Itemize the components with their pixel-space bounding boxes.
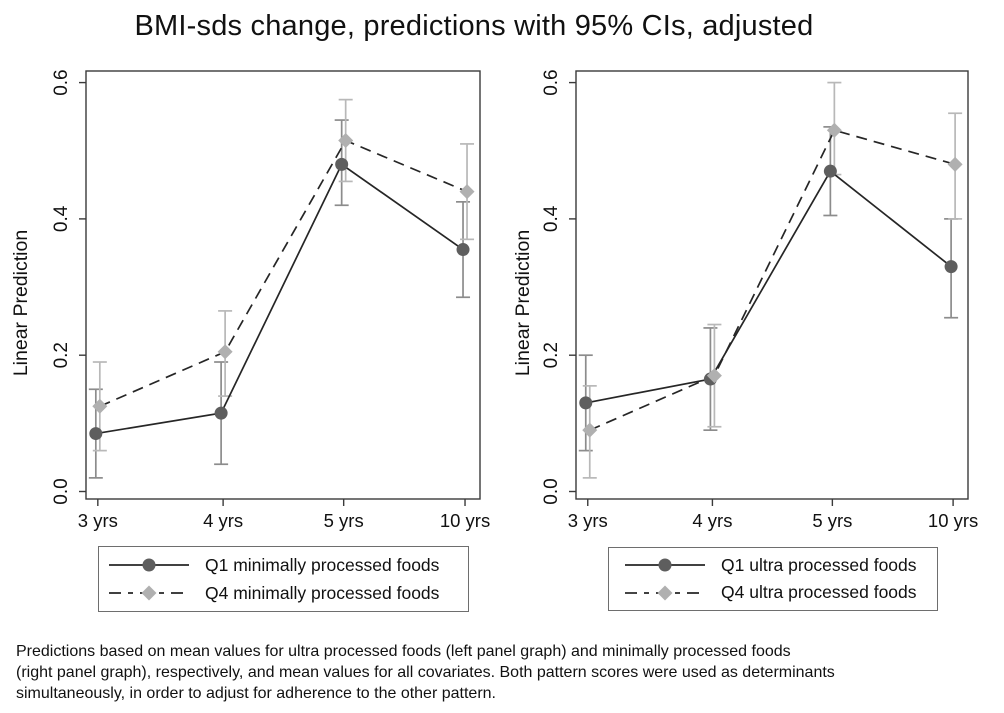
legend-sample-circle	[142, 558, 156, 572]
y-tick-label: 0.2	[51, 342, 72, 368]
legend-right: Q1 ultra processed foods Q4 ultra proces…	[608, 547, 938, 611]
legend-solid-circle-icon	[109, 558, 189, 572]
error-bars	[578, 126, 959, 452]
y-tick-label: 0.0	[51, 478, 72, 504]
legend-item: Q1 ultra processed foods	[623, 553, 937, 577]
legend-label: Q4 ultra processed foods	[721, 582, 917, 603]
data-point-diamond	[217, 344, 233, 360]
plot-border	[575, 70, 969, 500]
x-tick-label: 3 yrs	[78, 510, 118, 531]
plot-border	[85, 70, 481, 500]
series-markers	[582, 122, 963, 438]
legend-item: Q4 minimally processed foods	[107, 581, 468, 605]
legend-solid-circle-icon	[625, 558, 705, 572]
legend-sample-circle	[658, 558, 672, 572]
y-axis: 0.0 0.2 0.4 0.6	[541, 69, 576, 505]
x-tick-label: 4 yrs	[692, 510, 732, 531]
data-point-diamond	[92, 398, 108, 414]
x-axis: 3 yrs 4 yrs 5 yrs 10 yrs	[78, 499, 490, 531]
x-tick-label: 5 yrs	[324, 510, 364, 531]
error-bars	[88, 119, 471, 479]
chart-title: BMI-sds change, predictions with 95% CIs…	[134, 10, 814, 42]
right-panel-chart: 0.0 0.2 0.4 0.6 3 yrs 4 yrs 5 yrs 10 yrs Linear …	[512, 69, 978, 531]
y-tick-label: 0.4	[541, 205, 562, 232]
y-tick-label: 0.6	[51, 69, 72, 95]
data-point-diamond	[826, 122, 842, 138]
data-point-circle	[214, 406, 228, 420]
error-bars	[92, 98, 475, 452]
legend-sample-diamond	[141, 585, 157, 601]
data-point-diamond	[338, 133, 354, 149]
footnote-line: (right panel graph), respectively, and m…	[16, 664, 835, 681]
footnote-line: Predictions based on mean values for ult…	[16, 643, 791, 660]
data-point-circle	[579, 396, 593, 410]
data-point-circle	[335, 157, 349, 171]
legend-dashed-diamond-icon	[109, 585, 189, 601]
series-line	[585, 169, 952, 404]
series-markers	[579, 164, 958, 410]
data-point-circle	[89, 427, 103, 441]
data-point-circle	[823, 164, 837, 178]
legend-left: Q1 minimally processed foods Q4 minimall…	[98, 546, 469, 612]
y-tick-label: 0.2	[541, 342, 562, 368]
y-axis-title: Linear Prediction	[10, 230, 32, 376]
data-point-diamond	[947, 156, 963, 172]
series-line	[589, 129, 956, 431]
series-markers	[92, 133, 475, 414]
x-tick-label: 10 yrs	[440, 510, 490, 531]
y-axis: 0.0 0.2 0.4 0.6	[51, 69, 86, 505]
legend-sample-diamond	[657, 585, 673, 601]
left-panel-chart: 0.0 0.2 0.4 0.6 3 yrs 4 yrs 5 yrs 10 yrs Linear …	[10, 69, 490, 531]
y-tick-label: 0.0	[541, 478, 562, 504]
x-axis: 3 yrs 4 yrs 5 yrs 10 yrs	[568, 499, 978, 531]
data-point-diamond	[459, 184, 475, 200]
data-point-circle	[456, 243, 470, 257]
legend-label: Q4 minimally processed foods	[205, 582, 440, 603]
series-markers	[89, 157, 470, 441]
legend-label: Q1 ultra processed foods	[721, 554, 917, 575]
legend-item: Q4 ultra processed foods	[623, 581, 937, 605]
x-tick-label: 4 yrs	[203, 510, 243, 531]
series-line	[99, 139, 468, 408]
legend-label: Q1 minimally processed foods	[205, 554, 440, 575]
figure-footnote: Predictions based on mean values for ult…	[16, 641, 991, 704]
y-tick-label: 0.4	[51, 205, 72, 232]
y-axis-title: Linear Prediction	[512, 230, 534, 376]
data-point-diamond	[706, 368, 722, 384]
data-point-circle	[944, 260, 958, 274]
error-bars	[582, 81, 963, 479]
legend-dashed-diamond-icon	[625, 585, 705, 601]
footnote-line: simultaneously, in order to adjust for a…	[16, 685, 496, 702]
legend-item: Q1 minimally processed foods	[107, 553, 468, 577]
x-tick-label: 3 yrs	[568, 510, 608, 531]
series-line	[95, 163, 464, 435]
x-tick-label: 10 yrs	[928, 510, 978, 531]
data-point-diamond	[582, 422, 598, 438]
x-tick-label: 5 yrs	[812, 510, 852, 531]
y-tick-label: 0.6	[541, 69, 562, 95]
